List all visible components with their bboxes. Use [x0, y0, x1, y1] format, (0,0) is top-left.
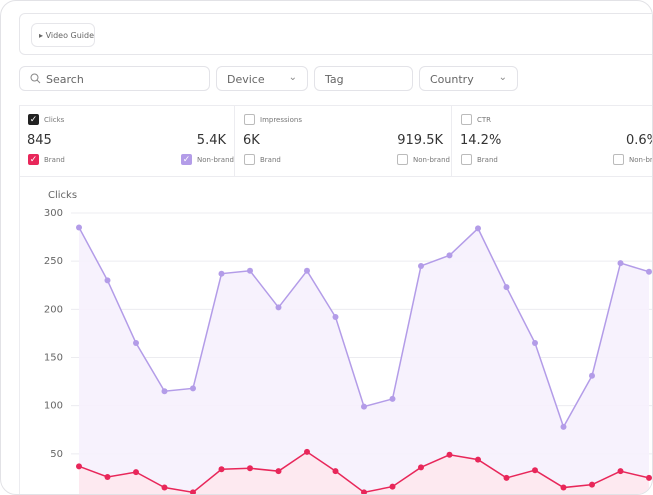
data-point — [190, 385, 196, 392]
select-label: Country — [430, 73, 474, 86]
metric-label: Impressions — [260, 116, 302, 124]
data-point — [646, 474, 652, 481]
series-area — [79, 227, 649, 494]
data-point — [389, 483, 396, 490]
y-tick-label: 250 — [44, 256, 63, 267]
brand-checkbox[interactable] — [244, 154, 255, 165]
data-point — [247, 267, 253, 274]
data-point — [560, 423, 567, 430]
data-point — [446, 252, 453, 259]
nonbrand-value: 919.5K — [397, 133, 443, 148]
data-point — [475, 456, 481, 463]
metric-checkbox[interactable] — [244, 114, 255, 125]
data-point — [361, 489, 367, 494]
data-point — [247, 465, 253, 472]
device-select[interactable]: Device ⌄ — [216, 66, 308, 91]
data-point — [104, 277, 111, 284]
chart-panel — [19, 176, 652, 494]
brand-value: 845 — [27, 133, 52, 148]
data-point — [304, 267, 310, 274]
data-point — [76, 224, 82, 231]
data-point — [617, 260, 624, 267]
data-point — [532, 340, 538, 347]
brand-value: 14.2% — [460, 133, 502, 148]
data-point — [304, 448, 310, 455]
video-guide-button[interactable]: ▸ Video Guide — [31, 23, 95, 47]
data-point — [646, 268, 652, 275]
chevron: ⌄ — [498, 72, 507, 83]
brand-value: 6K — [243, 133, 260, 148]
data-point — [503, 284, 510, 291]
data-point — [589, 481, 595, 488]
data-point — [617, 468, 624, 475]
y-tick-label: 200 — [44, 304, 63, 315]
data-point — [275, 468, 282, 475]
data-point — [418, 262, 424, 269]
button-text: Video Guide — [45, 31, 95, 40]
nonbrand-checkbox[interactable] — [613, 154, 624, 165]
guide-panel: ▸ Video Guide — [19, 13, 652, 55]
data-point — [361, 403, 367, 410]
metric-card: Impressions 6K 919.5K Brand Non-brand — [235, 105, 452, 177]
data-point — [503, 474, 510, 481]
y-tick-label: 50 — [50, 449, 63, 460]
data-point — [133, 469, 139, 476]
search-icon — [30, 73, 41, 84]
data-point — [446, 451, 453, 458]
data-point — [589, 372, 595, 379]
data-point — [275, 304, 282, 311]
select-label: Device — [227, 73, 265, 86]
nonbrand-label: Non-brand — [413, 156, 450, 164]
data-point — [161, 484, 168, 491]
brand-checkbox[interactable] — [461, 154, 472, 165]
metric-label: Clicks — [44, 116, 65, 124]
chart: Clicks 50 100 150 200 250 300 — [44, 190, 652, 494]
y-tick-label: 150 — [44, 353, 63, 364]
nonbrand-label: Non-brand — [629, 156, 653, 164]
data-point — [104, 473, 111, 480]
select-label: Tag — [325, 73, 344, 86]
data-point — [389, 395, 396, 402]
y-tick-label: 300 — [44, 208, 63, 219]
data-point — [190, 489, 196, 494]
nonbrand-value: 0.6% — [625, 133, 652, 148]
data-point — [475, 225, 481, 232]
data-point — [76, 463, 82, 470]
data-point — [332, 314, 339, 321]
data-point — [560, 484, 567, 491]
country-select[interactable]: Country ⌄ — [419, 66, 518, 91]
series-area — [79, 451, 649, 494]
data-point — [332, 468, 339, 475]
data-point — [133, 340, 139, 347]
nonbrand-value: 5.4K — [196, 133, 226, 148]
metric-card: CTR 14.2% 0.6% Brand Non-brand — [452, 105, 653, 177]
nonbrand-checkbox[interactable]: ✓ — [181, 154, 192, 165]
brand-checkbox[interactable]: ✓ — [28, 154, 39, 165]
data-point — [418, 464, 424, 471]
y-tick-label: 100 — [44, 401, 63, 412]
nonbrand-checkbox[interactable] — [397, 154, 408, 165]
metric-label: CTR — [477, 116, 492, 124]
metric-strip — [19, 105, 652, 177]
tag-select[interactable]: Tag — [314, 66, 413, 91]
data-point — [218, 466, 225, 473]
placeholder: Search — [46, 73, 84, 86]
nonbrand-label: Non-brand — [197, 156, 234, 164]
metric-card: ✓ Clicks 845 5.4K ✓ Brand ✓ Non-brand — [19, 105, 235, 177]
data-point — [161, 388, 168, 395]
data-point — [218, 270, 225, 277]
brand-label: Brand — [44, 156, 65, 164]
brand-label: Brand — [260, 156, 281, 164]
chart-title: Clicks — [48, 190, 77, 201]
metric-checkbox[interactable] — [461, 114, 472, 125]
metric-checkbox[interactable]: ✓ — [28, 114, 39, 125]
search-input[interactable]: Search — [19, 66, 210, 91]
brand-label: Brand — [477, 156, 498, 164]
chevron: ⌄ — [288, 72, 297, 83]
data-point — [532, 467, 538, 474]
